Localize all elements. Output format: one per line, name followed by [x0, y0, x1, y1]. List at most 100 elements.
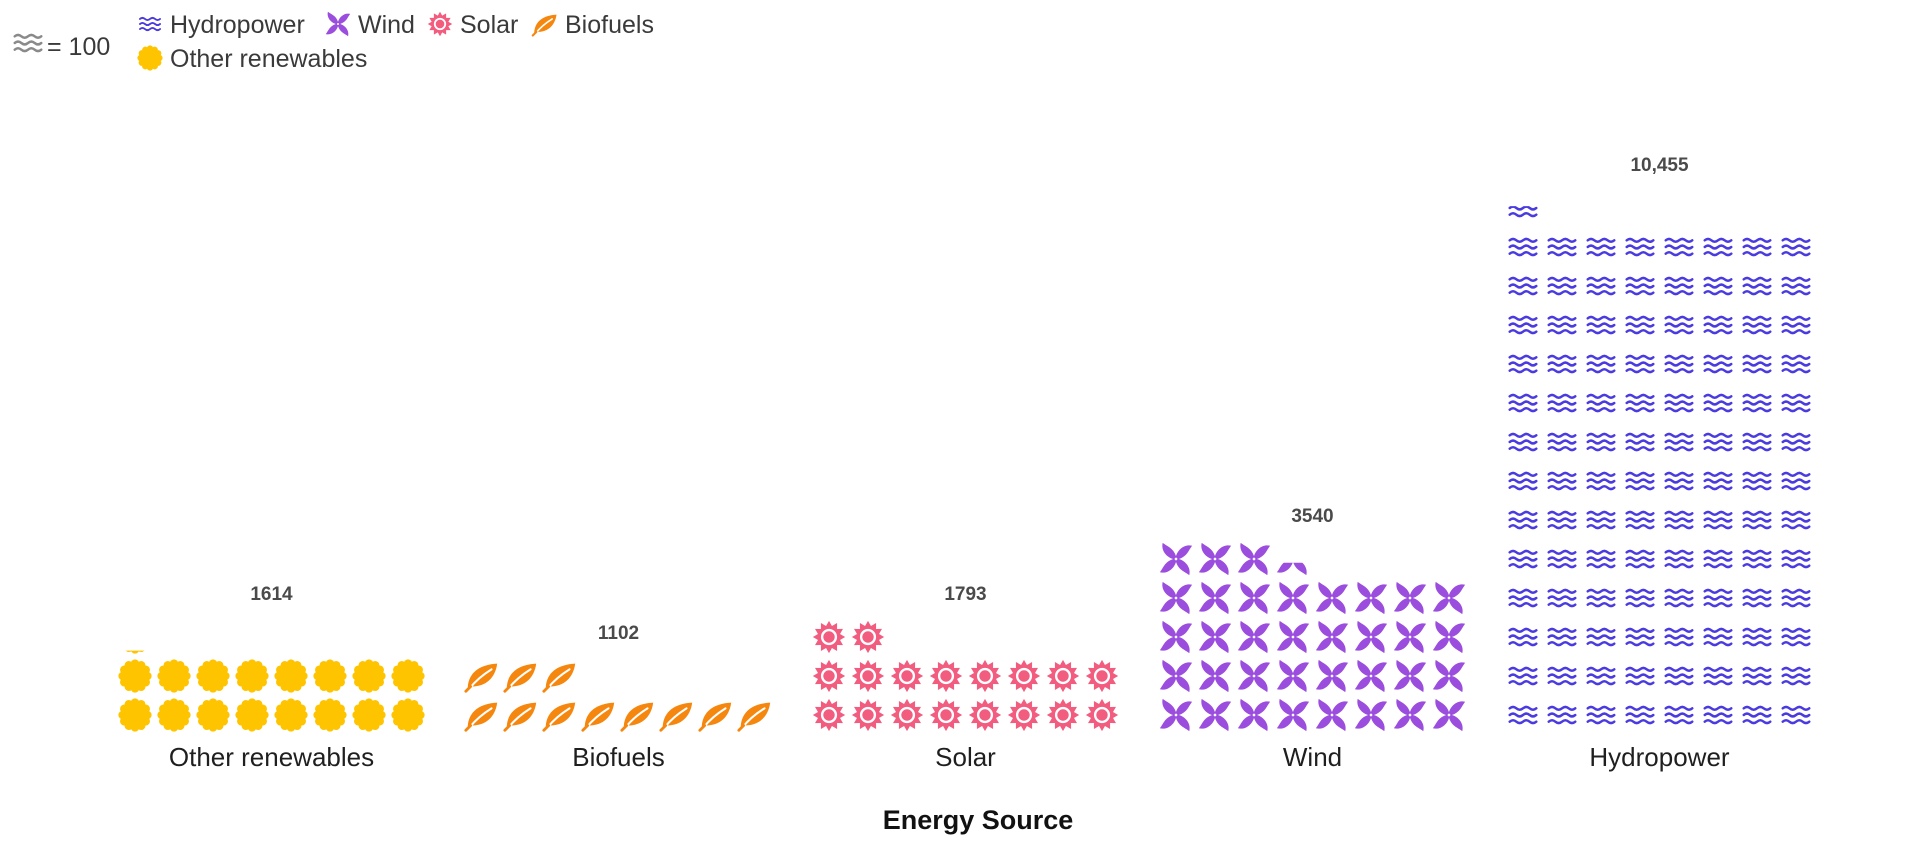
leaf-unit-icon: [542, 663, 576, 693]
wave-unit-icon: [1664, 666, 1694, 686]
pinwheel-unit-icon: [1159, 698, 1193, 732]
sun-ring-unit-icon: [851, 620, 885, 654]
pinwheel-unit-icon: [1159, 542, 1193, 576]
wave-unit-icon: [1781, 627, 1811, 647]
sun-unit-icon: [125, 650, 145, 654]
wave-unit-icon: [1703, 315, 1733, 335]
sun-unit-icon: [391, 659, 425, 693]
wave-unit-icon: [1742, 315, 1772, 335]
pinwheel-unit-icon: [1276, 698, 1310, 732]
pinwheel-unit-icon: [1354, 581, 1388, 615]
wave-unit-icon: [1664, 276, 1694, 296]
wave-unit-icon: [1664, 705, 1694, 725]
wave-unit-icon: [1547, 705, 1577, 725]
wave-unit-icon: [1625, 315, 1655, 335]
wave-unit-icon: [1625, 549, 1655, 569]
pinwheel-unit-icon: [1237, 659, 1271, 693]
sun-unit-icon: [118, 698, 152, 732]
wave-unit-icon: [1547, 393, 1577, 413]
sun-ring-unit-icon: [1046, 698, 1080, 732]
pinwheel-unit-icon: [1354, 620, 1388, 654]
wave-unit-icon: [1586, 471, 1616, 491]
wave-unit-icon: [1508, 393, 1538, 413]
data-label: 3540: [1291, 506, 1333, 527]
wave-unit-icon: [1742, 471, 1772, 491]
sun-unit-icon: [352, 698, 386, 732]
leaf-unit-icon: [503, 702, 537, 732]
pinwheel-unit-icon: [1159, 581, 1193, 615]
wave-unit-icon: [1703, 432, 1733, 452]
pinwheel-unit-icon: [1276, 620, 1310, 654]
pinwheel-icon: [325, 11, 351, 37]
wave-unit-icon: [1547, 432, 1577, 452]
wave-unit-icon: [1508, 237, 1538, 257]
leaf-unit-icon: [464, 663, 498, 693]
pinwheel-unit-icon: [1315, 698, 1349, 732]
wave-unit-icon: [1742, 510, 1772, 530]
category-group-other-renewables: 1614 Other renewables: [118, 584, 425, 772]
sun-unit-icon: [235, 659, 269, 693]
pinwheel-unit-icon: [1354, 659, 1388, 693]
wave-unit-icon: [1625, 666, 1655, 686]
wave-unit-icon: [1664, 627, 1694, 647]
leaf-unit-icon: [737, 702, 771, 732]
wave-unit-icon: [1586, 588, 1616, 608]
wave-unit-icon: [1547, 276, 1577, 296]
category-label: Wind: [1283, 742, 1342, 772]
wave-unit-icon: [1703, 705, 1733, 725]
legend-item-biofuels: Biofuels: [531, 11, 654, 39]
legend-label: Other renewables: [170, 45, 367, 73]
sun-unit-icon: [313, 659, 347, 693]
unit-key-label: = 100: [47, 33, 110, 61]
sun-unit-icon: [196, 698, 230, 732]
pinwheel-unit-icon: [1393, 698, 1427, 732]
pinwheel-unit-icon: [1315, 659, 1349, 693]
wave-unit-icon: [1625, 276, 1655, 296]
pinwheel-unit-icon: [1315, 581, 1349, 615]
legend-item-wind: Wind: [325, 11, 415, 39]
wave-unit-icon: [1703, 627, 1733, 647]
sun-ring-unit-icon: [968, 698, 1002, 732]
wave-unit-icon: [1547, 510, 1577, 530]
wave-unit-icon: [1781, 510, 1811, 530]
pinwheel-unit-icon: [1198, 659, 1232, 693]
data-label: 1793: [944, 584, 986, 605]
wave-unit-icon: [1781, 432, 1811, 452]
sun-unit-icon: [157, 698, 191, 732]
pinwheel-unit-icon: [1432, 698, 1466, 732]
pinwheel-unit-icon: [1393, 581, 1427, 615]
pinwheel-unit-icon: [1276, 562, 1307, 576]
wave-unit-icon: [1586, 276, 1616, 296]
wave-unit-icon: [1625, 510, 1655, 530]
wave-unit-icon: [1781, 237, 1811, 257]
wave-unit-icon: [1703, 276, 1733, 296]
wave-unit-icon: [1703, 588, 1733, 608]
sun-ring-unit-icon: [812, 698, 846, 732]
category-label: Other renewables: [169, 742, 374, 772]
pinwheel-unit-icon: [1354, 698, 1388, 732]
wave-unit-icon: [1781, 393, 1811, 413]
wave-unit-icon: [1547, 627, 1577, 647]
sun-icon: [137, 45, 163, 71]
wave-unit-icon: [1781, 705, 1811, 725]
wave-unit-icon: [1664, 588, 1694, 608]
wave-unit-icon: [1664, 237, 1694, 257]
wave-unit-icon: [1703, 549, 1733, 569]
wave-unit-icon: [1625, 393, 1655, 413]
wave-unit-icon: [1742, 393, 1772, 413]
wave-unit-icon: [1508, 206, 1538, 218]
pinwheel-unit-icon: [1315, 620, 1349, 654]
wave-unit-icon: [1625, 432, 1655, 452]
leaf-unit-icon: [583, 664, 614, 692]
sun-ring-unit-icon: [890, 659, 924, 693]
leaf-unit-icon: [698, 702, 732, 732]
leaf-unit-icon: [464, 702, 498, 732]
wave-unit-icon: [1742, 549, 1772, 569]
wave-unit-icon: [1547, 549, 1577, 569]
wave-unit-icon: [1508, 354, 1538, 374]
pinwheel-unit-icon: [1393, 620, 1427, 654]
sun-unit-icon: [118, 659, 152, 693]
wave-unit-icon: [1664, 432, 1694, 452]
wave-unit-icon: [1586, 549, 1616, 569]
wave-unit-icon: [1781, 666, 1811, 686]
